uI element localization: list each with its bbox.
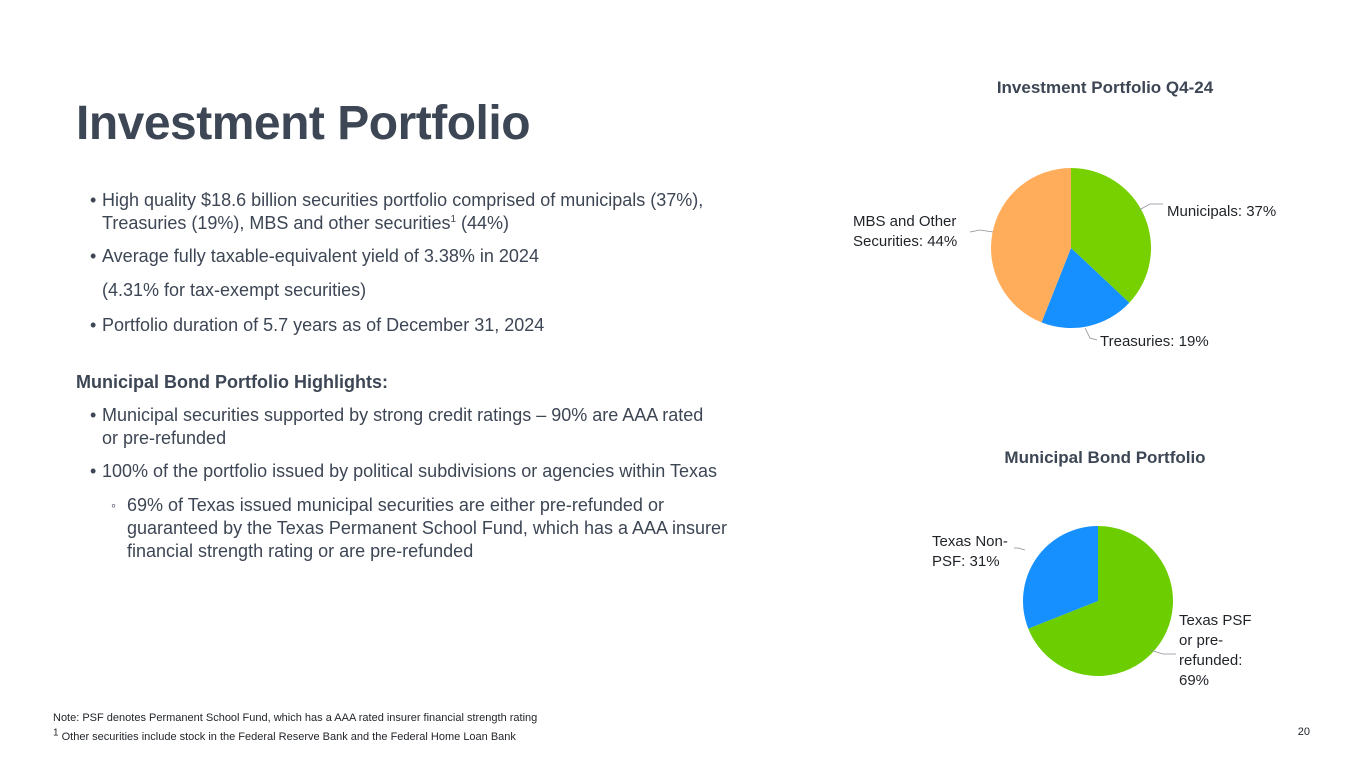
bullet-line: 100% of the portfolio issued by politica… <box>102 461 718 481</box>
bullet-line: 69% of Texas issued municipal securities… <box>127 495 664 515</box>
slice-label-mbs-other: MBS and Other Securities: 44% <box>853 212 957 252</box>
slice-label-texas-non-psf: Texas Non- PSF: 31% <box>932 532 1008 572</box>
leader-line <box>1149 649 1176 655</box>
bullet-line: guaranteed by the Texas Permanent School… <box>127 518 728 538</box>
bullet-line: Portfolio duration of 5.7 years as of De… <box>102 315 545 335</box>
footnote-psf-note: Note: PSF denotes Permanent School Fund,… <box>53 712 538 724</box>
bullet-line: High quality $18.6 billion securities po… <box>102 190 704 210</box>
footnote-other-securities: 1 Other securities include stock in the … <box>53 728 516 743</box>
bullet-line: financial strength rating or are pre-ref… <box>127 541 474 561</box>
pie-slice-texas-non-psf <box>1023 526 1098 629</box>
bullet-yield-continuation: (4.31% for tax-exempt securities) <box>102 279 366 302</box>
page-title: Investment Portfolio <box>76 97 531 150</box>
bullet-line-tail: (44%) <box>456 213 510 233</box>
footnote-text: Other securities include stock in the Fe… <box>58 731 516 743</box>
bullet-credit-ratings: • Municipal securities supported by stro… <box>90 404 704 450</box>
pie-slice-texas-psf-or-pre-refunded <box>1028 526 1173 676</box>
bullet-dot: • <box>90 461 97 481</box>
pie-chart-municipal-bond-portfolio <box>1014 526 1176 676</box>
pie-chart-investment-portfolio <box>969 168 1163 341</box>
bullet-duration: • Portfolio duration of 5.7 years as of … <box>90 314 545 337</box>
slice-label-line: Securities: 44% <box>853 233 958 250</box>
bullet-line-text: Treasuries (19%), MBS and other securiti… <box>102 213 451 233</box>
bullet-line: (4.31% for tax-exempt securities) <box>102 280 367 300</box>
bullet-line: Average fully taxable-equivalent yield o… <box>102 246 539 266</box>
slice-label-line: 69% <box>1179 672 1210 689</box>
page-number: 20 <box>1297 726 1310 738</box>
slice-label-line: PSF: 31% <box>932 553 1000 570</box>
slice-label-texas-psf: Texas PSF or pre- refunded: 69% <box>1179 611 1252 691</box>
chart-title-municipal-bond-portfolio: Municipal Bond Portfolio <box>1004 448 1206 467</box>
slice-label-line: MBS and Other <box>853 213 957 230</box>
leader-line <box>969 229 994 233</box>
bullet-dot: • <box>90 405 97 425</box>
slice-label-line: Texas PSF <box>1179 612 1252 629</box>
bullet-yield: • Average fully taxable-equivalent yield… <box>90 245 539 268</box>
bullet-texas-issued: • 100% of the portfolio issued by politi… <box>90 460 718 483</box>
leader-line <box>1014 547 1026 551</box>
slice-label-treasuries: Treasuries: 19% <box>1100 333 1209 350</box>
pie-slice-treasuries <box>1041 248 1130 328</box>
leader-line <box>1138 203 1163 211</box>
bullet-line: or pre-refunded <box>102 428 227 448</box>
bullet-dot: • <box>90 315 97 335</box>
sub-bullet-psf: ◦ 69% of Texas issued municipal securiti… <box>111 494 728 563</box>
bullet-line: Municipal securities supported by strong… <box>102 405 704 425</box>
bullet-dot: • <box>90 190 97 210</box>
chart-title-investment-portfolio: Investment Portfolio Q4-24 <box>996 78 1214 97</box>
bullet-dot: • <box>90 246 97 266</box>
footnote-marker: 1 <box>53 727 59 739</box>
slice-label-line: or pre- <box>1179 632 1224 649</box>
sub-bullet-dot: ◦ <box>111 497 116 513</box>
leader-line <box>1084 327 1098 341</box>
slice-label-municipals: Municipals: 37% <box>1167 203 1277 220</box>
pie-slice-municipals <box>1071 168 1151 303</box>
slice-label-line: refunded: <box>1179 652 1243 669</box>
pie-slice-mbs-and-other-securities <box>991 168 1071 323</box>
bullet-portfolio-composition: • High quality $18.6 billion securities … <box>90 189 704 235</box>
municipal-highlights-heading: Municipal Bond Portfolio Highlights: <box>76 372 388 392</box>
slice-label-line: Texas Non- <box>932 533 1008 550</box>
footnote-marker: 1 <box>450 214 457 225</box>
bullet-line: Treasuries (19%), MBS and other securiti… <box>102 212 703 235</box>
